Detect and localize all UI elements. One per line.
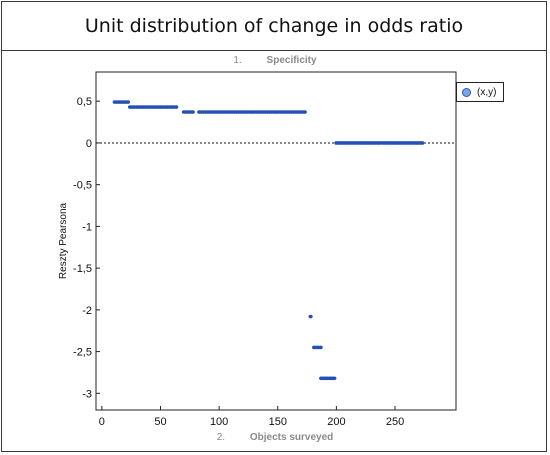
- legend-label: (x,y): [477, 86, 497, 98]
- data-series-segment: [197, 110, 307, 114]
- data-point: [174, 105, 179, 109]
- chart-subtitle: 1. Specificity: [0, 55, 550, 66]
- xlabel-text: Objects surveyed: [249, 432, 334, 443]
- data-series-segment: [312, 345, 323, 350]
- xlabel-number: 2.: [216, 432, 226, 443]
- y-tick-label: 0: [86, 138, 92, 150]
- x-tick-label: 0: [99, 416, 105, 428]
- data-point: [420, 141, 425, 145]
- data-series-segment: [334, 141, 425, 145]
- data-series-segment: [319, 376, 337, 381]
- x-axis-title: 2. Objects surveyed: [0, 432, 550, 443]
- data-series-segment: [112, 100, 131, 104]
- data-point: [308, 314, 313, 319]
- subtitle-number: 1.: [233, 55, 242, 66]
- legend: (x,y): [456, 82, 504, 102]
- data-point: [190, 110, 195, 114]
- legend-marker-icon: [462, 87, 471, 97]
- y-tick-label: -2,5: [73, 347, 92, 359]
- x-tick-label: 150: [269, 416, 287, 428]
- x-tick-label: 50: [154, 416, 166, 428]
- data-series-segment: [308, 314, 313, 319]
- y-axis-title: Reszty Pearsona: [58, 202, 69, 279]
- data-point: [332, 376, 337, 381]
- subtitle-text: Specificity: [266, 55, 317, 66]
- x-tick-label: 250: [386, 416, 404, 428]
- data-point: [302, 110, 307, 114]
- data-series-segment: [127, 105, 179, 109]
- x-tick-label: 100: [210, 416, 228, 428]
- y-tick-label: -3: [82, 388, 92, 400]
- y-tick-label: -1,5: [73, 263, 92, 275]
- data-series-segment: [181, 110, 195, 114]
- x-tick-label: 200: [327, 416, 345, 428]
- title-band: Unit distribution of change in odds rati…: [1, 1, 547, 51]
- data-point: [125, 100, 131, 104]
- data-point: [318, 345, 323, 350]
- y-tick-label: -0,5: [73, 180, 92, 192]
- y-tick-label: -2: [82, 305, 92, 317]
- plot-area: [95, 71, 457, 411]
- y-tick-label: 0,5: [77, 96, 92, 108]
- chart-title: Unit distribution of change in odds rati…: [84, 14, 464, 37]
- y-tick-label: -1: [82, 221, 92, 233]
